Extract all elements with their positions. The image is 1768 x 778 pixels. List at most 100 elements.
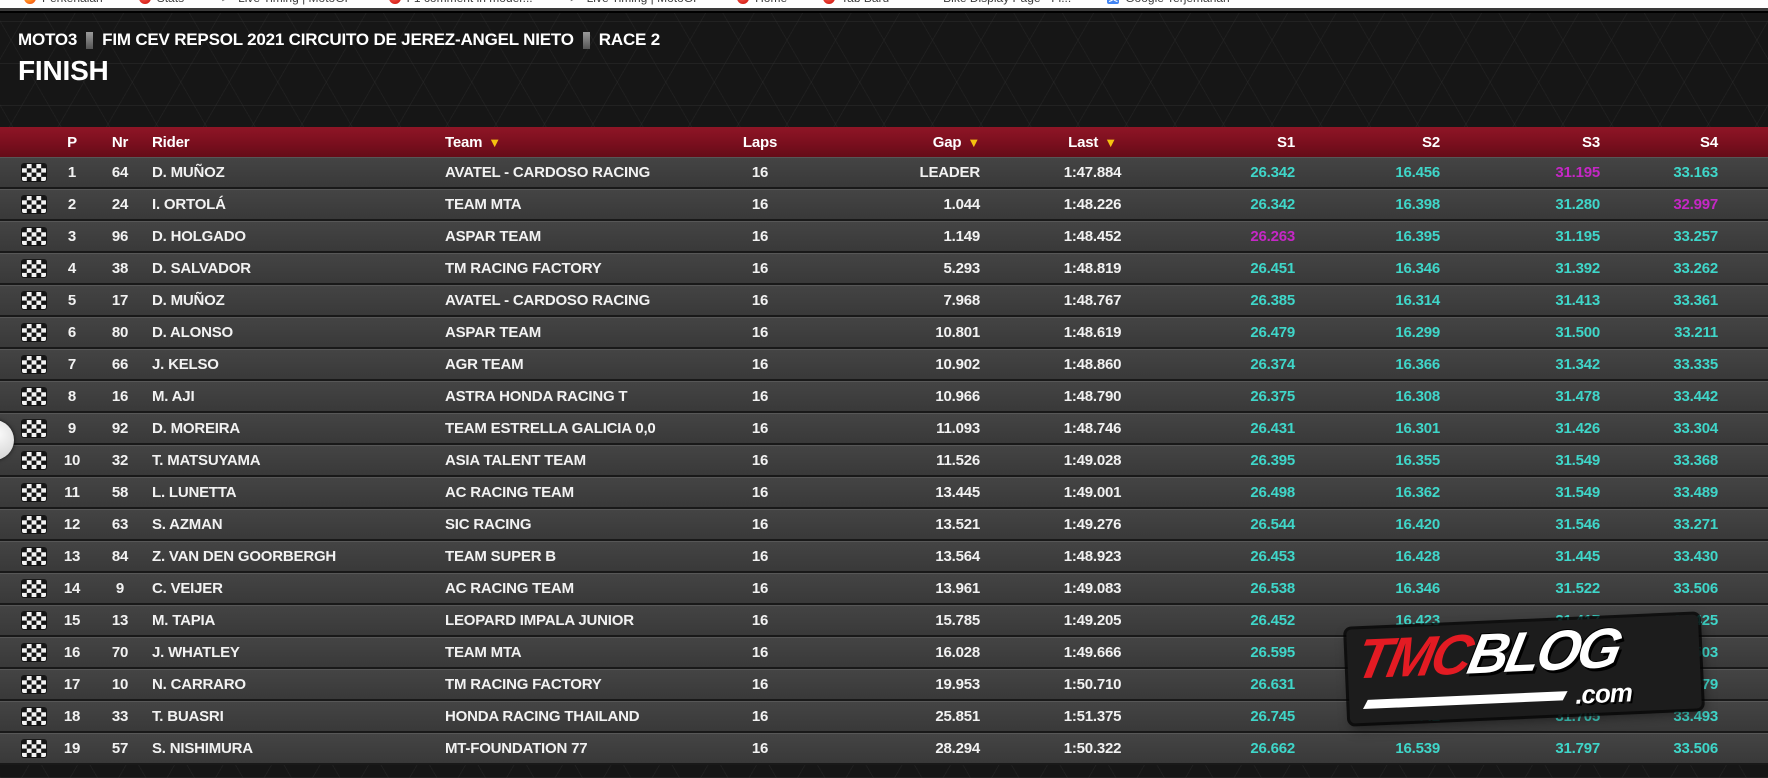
cell-s1: 26.544 <box>1175 509 1305 541</box>
table-header-row: P Nr Rider Team ▼ Laps Gap ▼ Last ▼ S1 S2 S3 S4 <box>0 127 1768 157</box>
result-row[interactable]: 15 13 M. TAPIA LEOPARD IMPALA JUNIOR 16 15.78… <box>0 605 1768 637</box>
column-header-s4[interactable]: S4 <box>1610 127 1768 157</box>
result-row[interactable]: 14 9 C. VEIJER AC RACING TEAM 16 13.961 1:49.0… <box>0 573 1768 605</box>
bookmark-item[interactable]: F1 comment in moder... <box>388 0 533 5</box>
bookmark-item[interactable]: Tab Baru <box>823 0 889 5</box>
cell-rider: C. VEIJER <box>146 573 440 605</box>
result-row[interactable]: 3 96 D. HOLGADO ASPAR TEAM 16 1.149 1:48.452 26… <box>0 221 1768 253</box>
column-header-s3[interactable]: S3 <box>1450 127 1610 157</box>
finished-flag-icon <box>22 260 46 278</box>
cell-laps: 16 <box>680 285 840 317</box>
result-row[interactable]: 12 63 S. AZMAN SIC RACING 16 13.521 1:49.276 26… <box>0 509 1768 541</box>
result-row[interactable]: 9 92 D. MOREIRA TEAM ESTRELLA GALICIA 0,0 16… <box>0 413 1768 445</box>
column-header-last[interactable]: Last ▼ <box>1010 127 1175 157</box>
cell-laps: 16 <box>680 509 840 541</box>
cell-s1: 26.431 <box>1175 413 1305 445</box>
cell-s1: 26.395 <box>1175 445 1305 477</box>
cell-flag <box>0 605 50 637</box>
finished-flag-icon <box>22 708 46 726</box>
result-row[interactable]: 11 58 L. LUNETTA AC RACING TEAM 16 13.445 1:49… <box>0 477 1768 509</box>
finished-flag-icon <box>22 164 46 182</box>
cell-last: 1:47.884 <box>1010 157 1175 189</box>
column-header-laps[interactable]: Laps <box>680 127 840 157</box>
bookmark-item[interactable]: ▶ Live Timing | MotoGP <box>569 0 701 5</box>
sort-arrow-icon[interactable]: ▼ <box>967 134 980 150</box>
column-header-gap[interactable]: Gap ▼ <box>840 127 1010 157</box>
column-label: Nr <box>111 133 129 151</box>
bookmark-label: Live Timing | MotoGP <box>238 0 353 5</box>
cell-p: 10 <box>50 445 94 477</box>
sort-arrow-icon[interactable]: ▼ <box>1104 134 1117 150</box>
cell-s4: 33.442 <box>1610 381 1768 413</box>
firefox-icon <box>24 0 36 4</box>
cell-flag <box>0 381 50 413</box>
cell-s4: 33.361 <box>1610 285 1768 317</box>
cell-gap: 1.149 <box>840 221 1010 253</box>
site-icon-red <box>388 0 401 4</box>
bookmark-item[interactable]: 文 Google Terjemahan <box>1107 0 1230 5</box>
result-row[interactable]: 10 32 T. MATSUYAMA ASIA TALENT TEAM 16 11.526… <box>0 445 1768 477</box>
column-header-status[interactable] <box>0 127 50 157</box>
cell-gap: 10.801 <box>840 317 1010 349</box>
cell-s2: 16.398 <box>1305 189 1450 221</box>
cell-p: 4 <box>50 253 94 285</box>
column-header-p[interactable]: P <box>50 127 94 157</box>
title-separator <box>582 31 590 49</box>
cell-flag <box>0 221 50 253</box>
cell-s1: 26.631 <box>1175 669 1305 701</box>
bookmark-item[interactable]: Home <box>737 0 787 5</box>
result-row[interactable]: 8 16 M. AJI ASTRA HONDA RACING T 16 10.966 1:4… <box>0 381 1768 413</box>
cell-nr: 63 <box>94 509 146 541</box>
result-row[interactable]: 13 84 Z. VAN DEN GOORBERGH TEAM SUPER B 16 13… <box>0 541 1768 573</box>
result-row[interactable]: 5 17 D. MUÑOZ AVATEL - CARDOSO RACING 16 7.96… <box>0 285 1768 317</box>
cell-p: 14 <box>50 573 94 605</box>
cell-p: 1 <box>50 157 94 189</box>
column-header-team[interactable]: Team ▼ <box>440 127 680 157</box>
bookmark-item[interactable]: ▶ Live Timing | MotoGP <box>220 0 353 5</box>
cell-gap: 25.851 <box>840 701 1010 733</box>
column-header-s1[interactable]: S1 <box>1175 127 1305 157</box>
result-row[interactable]: 16 70 J. WHATLEY TEAM MTA 16 16.028 1:49.666 26… <box>0 637 1768 669</box>
cell-laps: 16 <box>680 349 840 381</box>
column-header-nr[interactable]: Nr <box>94 127 146 157</box>
session-category: MOTO3 <box>18 30 78 49</box>
finished-flag-icon <box>22 292 46 310</box>
column-header-s2[interactable]: S2 <box>1305 127 1450 157</box>
cell-laps: 16 <box>680 221 840 253</box>
cell-last: 1:49.666 <box>1010 637 1175 669</box>
cell-rider: N. CARRARO <box>146 669 440 701</box>
cell-p: 3 <box>50 221 94 253</box>
result-row[interactable]: 19 57 S. NISHIMURA MT-FOUNDATION 77 16 28.294… <box>0 733 1768 765</box>
cell-nr: 64 <box>94 157 146 189</box>
cell-gap: 13.564 <box>840 541 1010 573</box>
cell-gap: 19.953 <box>840 669 1010 701</box>
cell-s2: 16.420 <box>1305 509 1450 541</box>
play-icon: ▶ <box>569 0 581 4</box>
cell-s2: 16.308 <box>1305 381 1450 413</box>
result-row[interactable]: 2 24 I. ORTOLÁ TEAM MTA 16 1.044 1:48.226 26.34… <box>0 189 1768 221</box>
cell-gap: 13.445 <box>840 477 1010 509</box>
column-label: S3 <box>1582 133 1600 151</box>
cell-s1: 26.374 <box>1175 349 1305 381</box>
bookmarks-strip: Perkenalan Stats ▶ Live Timing | MotoGP F1 c… <box>24 0 1230 8</box>
column-label: Laps <box>742 133 778 151</box>
cell-s3: 31.478 <box>1450 381 1610 413</box>
result-row[interactable]: 1 64 D. MUÑOZ AVATEL - CARDOSO RACING 16 LEAD… <box>0 157 1768 189</box>
cell-laps: 16 <box>680 413 840 445</box>
bookmark-item[interactable]: Perkenalan <box>24 0 103 5</box>
finished-flag-icon <box>22 420 46 438</box>
sort-arrow-icon[interactable]: ▼ <box>488 134 501 150</box>
side-panel-handle[interactable] <box>0 420 14 460</box>
bookmark-label: F1 comment in moder... <box>407 0 533 5</box>
finished-flag-icon <box>22 228 46 246</box>
bookmark-item[interactable]: Stats <box>138 0 184 5</box>
cell-last: 1:48.860 <box>1010 349 1175 381</box>
result-row[interactable]: 6 80 D. ALONSO ASPAR TEAM 16 10.801 1:48.619 26… <box>0 317 1768 349</box>
result-row[interactable]: 4 38 D. SALVADOR TM RACING FACTORY 16 5.293 1:… <box>0 253 1768 285</box>
bookmark-item[interactable]: ⟳ Bike Display Page - Fi... <box>925 0 1071 5</box>
cell-rider: D. MOREIRA <box>146 413 440 445</box>
column-header-rider[interactable]: Rider <box>146 127 440 157</box>
translate-icon: 文 <box>1107 0 1120 4</box>
result-row[interactable]: 7 66 J. KELSO AGR TEAM 16 10.902 1:48.860 26.37… <box>0 349 1768 381</box>
event-title: FIM CEV REPSOL 2021 CIRCUITO DE JEREZ-AN… <box>102 30 574 49</box>
